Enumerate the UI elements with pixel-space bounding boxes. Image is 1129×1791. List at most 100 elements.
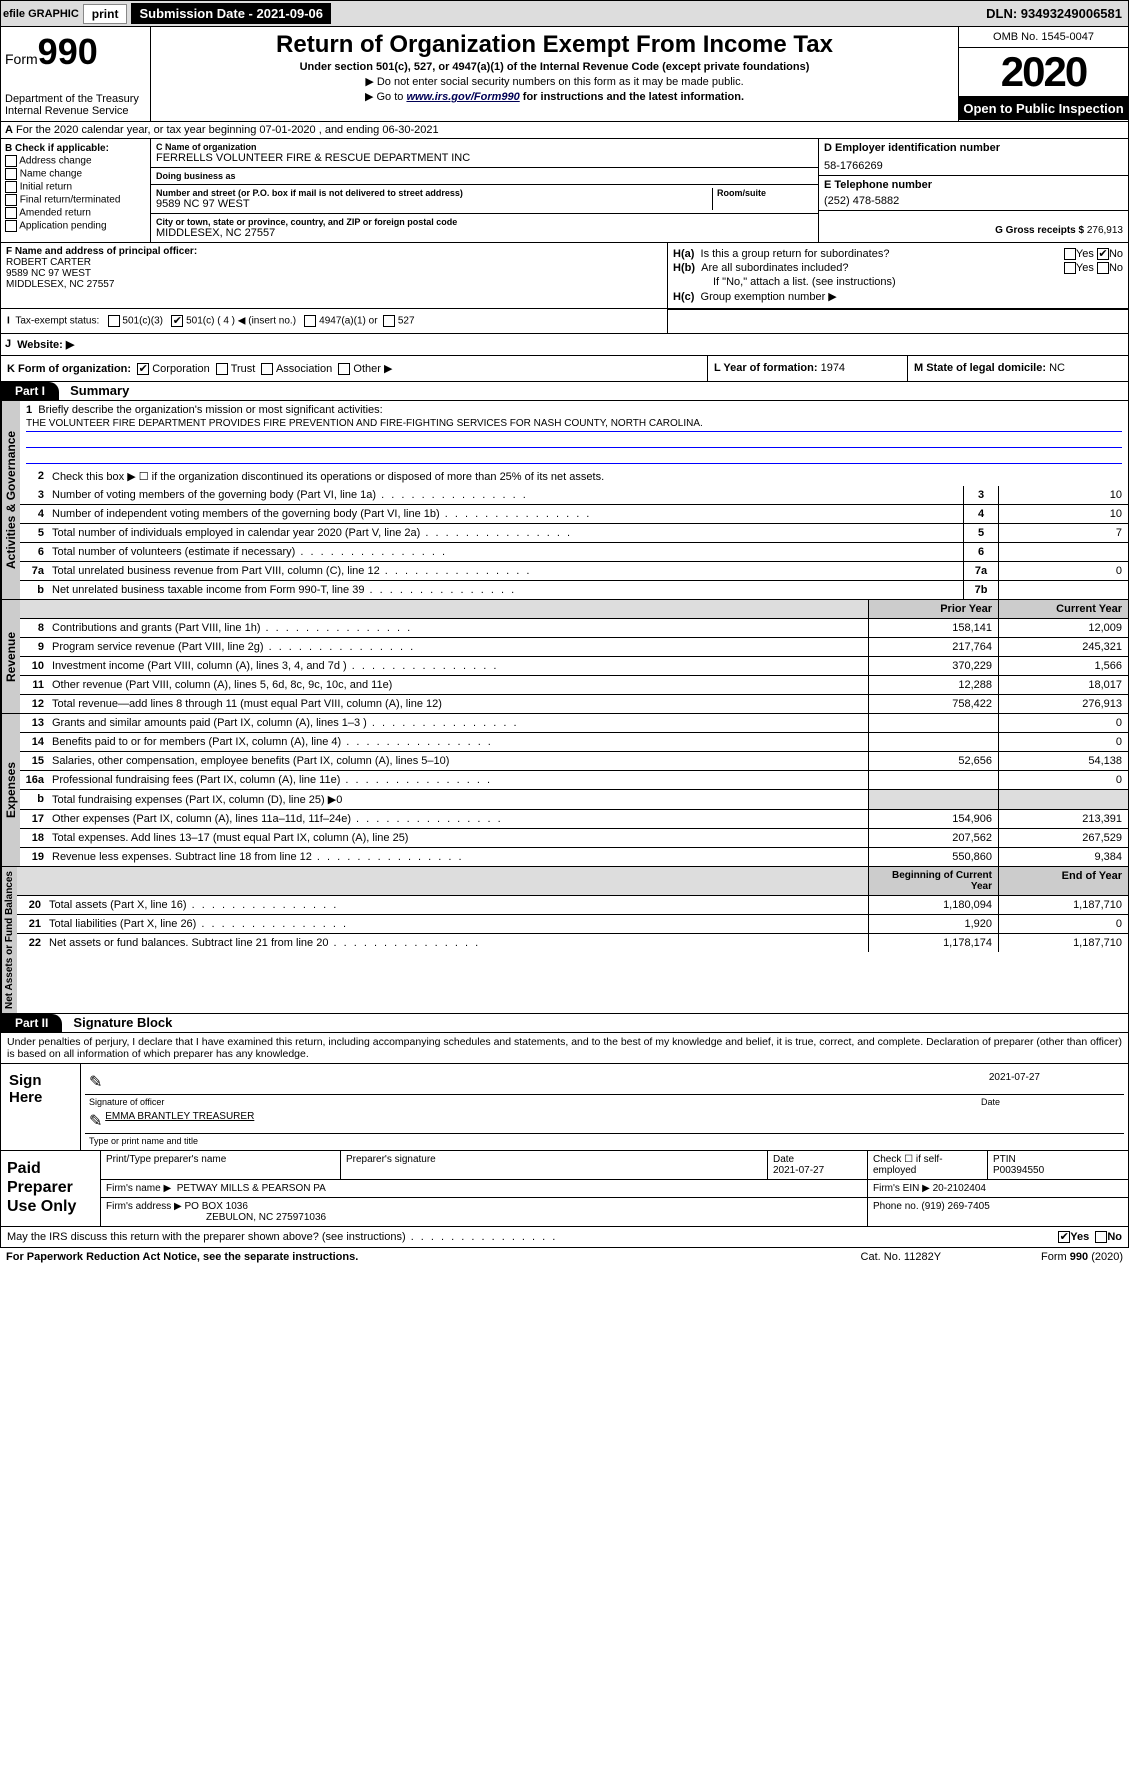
line-a: A For the 2020 calendar year, or tax yea…	[0, 122, 1129, 139]
v4: 10	[998, 505, 1128, 523]
c20: 1,187,710	[998, 896, 1128, 914]
website-label: Website: ▶	[17, 338, 74, 351]
chk-amended[interactable]: Amended return	[5, 207, 146, 219]
ein: 58-1766269	[824, 160, 1123, 172]
tax-year: 2020	[1001, 48, 1086, 95]
e-label: E Telephone number	[824, 179, 1123, 191]
section-expenses: Expenses 13Grants and similar amounts pa…	[0, 714, 1129, 867]
p10: 370,229	[868, 657, 998, 675]
part2-header: Part II Signature Block	[0, 1014, 1129, 1033]
p20: 1,180,094	[868, 896, 998, 914]
officer-signed: EMMA BRANTLEY TREASURER	[105, 1111, 254, 1131]
p9: 217,764	[868, 638, 998, 656]
p13	[868, 714, 998, 732]
h-a: H(a) Is this a group return for subordin…	[673, 248, 1123, 260]
ssn-note: ▶ Do not enter social security numbers o…	[155, 75, 954, 88]
h-b-note: If "No," attach a list. (see instruction…	[673, 276, 1123, 288]
chk-address[interactable]: Address change	[5, 155, 146, 167]
open-public: Open to Public Inspection	[959, 97, 1128, 120]
row-i: I Tax-exempt status: 501(c)(3) ✔ 501(c) …	[0, 309, 1129, 334]
section-revenue: Revenue Prior YearCurrent Year 8Contribu…	[0, 600, 1129, 714]
v5: 7	[998, 524, 1128, 542]
b-label: B Check if applicable:	[5, 143, 146, 154]
p17: 154,906	[868, 810, 998, 828]
c-name-label: C Name of organization	[156, 142, 813, 152]
p8: 158,141	[868, 619, 998, 637]
phone: (252) 478-5882	[824, 195, 1123, 207]
c22: 1,187,710	[998, 934, 1128, 952]
p18: 207,562	[868, 829, 998, 847]
city-label: City or town, state or province, country…	[156, 217, 813, 227]
row-f-h: F Name and address of principal officer:…	[0, 243, 1129, 309]
sidelabel-net: Net Assets or Fund Balances	[1, 867, 17, 1013]
chk-final[interactable]: Final return/terminated	[5, 194, 146, 206]
sidelabel-rev: Revenue	[1, 600, 20, 713]
form-title: Return of Organization Exempt From Incom…	[155, 31, 954, 59]
officer-name: ROBERT CARTER	[6, 257, 91, 268]
room-label: Room/suite	[717, 188, 813, 198]
firm-addr: PO BOX 1036	[185, 1201, 248, 1212]
dln: DLN: 93493249006581	[986, 6, 1122, 21]
chk-pending[interactable]: Application pending	[5, 220, 146, 232]
prep-date: 2021-07-27	[773, 1165, 824, 1176]
form-number: Form990	[5, 31, 146, 73]
f-label: F Name and address of principal officer:	[6, 246, 197, 257]
h-c: H(c) Group exemption number ▶	[673, 290, 1123, 303]
firm-addr2: ZEBULON, NC 275971036	[106, 1212, 326, 1223]
sidelabel-gov: Activities & Governance	[1, 401, 20, 599]
chk-name[interactable]: Name change	[5, 168, 146, 180]
street-address: 9589 NC 97 WEST	[156, 198, 712, 210]
c17: 213,391	[998, 810, 1128, 828]
sidelabel-exp: Expenses	[1, 714, 20, 866]
p22: 1,178,174	[868, 934, 998, 952]
ptin: P00394550	[993, 1165, 1044, 1176]
page-footer: For Paperwork Reduction Act Notice, see …	[0, 1248, 1129, 1266]
gross-receipts: 276,913	[1087, 225, 1123, 236]
c16a: 0	[998, 771, 1128, 789]
p16a	[868, 771, 998, 789]
c9: 245,321	[998, 638, 1128, 656]
p19: 550,860	[868, 848, 998, 866]
c15: 54,138	[998, 752, 1128, 770]
c12: 276,913	[998, 695, 1128, 713]
v7b	[998, 581, 1128, 599]
v6	[998, 543, 1128, 561]
irs-link[interactable]: www.irs.gov/Form990	[406, 91, 519, 103]
submission-date: Submission Date - 2021-09-06	[131, 3, 331, 24]
firm-name: PETWAY MILLS & PEARSON PA	[177, 1183, 326, 1194]
c18: 267,529	[998, 829, 1128, 847]
form-ref: Form 990 (2020)	[1041, 1251, 1123, 1263]
p21: 1,920	[868, 915, 998, 933]
org-name: FERRELLS VOLUNTEER FIRE & RESCUE DEPARTM…	[156, 152, 813, 164]
c13: 0	[998, 714, 1128, 732]
link-note: ▶ Go to www.irs.gov/Form990 for instruct…	[155, 90, 954, 103]
sign-here: Sign Here ✎2021-07-27 Signature of offic…	[0, 1064, 1129, 1151]
firm-phone: (919) 269-7405	[921, 1201, 989, 1212]
g-label: G Gross receipts $	[995, 225, 1084, 236]
form-subtitle: Under section 501(c), 527, or 4947(a)(1)…	[155, 61, 954, 73]
paid-preparer: Paid Preparer Use Only Print/Type prepar…	[0, 1151, 1129, 1227]
sign-date: 2021-07-27	[989, 1072, 1040, 1092]
d-label: D Employer identification number	[824, 142, 1123, 154]
officer-addr: 9589 NC 97 WEST	[6, 268, 91, 279]
city-state-zip: MIDDLESEX, NC 27557	[156, 227, 813, 239]
domicile: NC	[1049, 362, 1065, 374]
p12: 758,422	[868, 695, 998, 713]
chk-initial[interactable]: Initial return	[5, 181, 146, 193]
p15: 52,656	[868, 752, 998, 770]
omb-number: OMB No. 1545-0047	[959, 27, 1128, 48]
row-j: J Website: ▶	[0, 334, 1129, 356]
h-b: H(b) Are all subordinates included? Yes …	[673, 262, 1123, 274]
print-button[interactable]: print	[83, 4, 128, 24]
mission-text: THE VOLUNTEER FIRE DEPARTMENT PROVIDES F…	[26, 416, 1122, 432]
entity-info: B Check if applicable: Address change Na…	[0, 139, 1129, 243]
c14: 0	[998, 733, 1128, 751]
top-toolbar: efile GRAPHIC print Submission Date - 20…	[0, 0, 1129, 27]
addr-label: Number and street (or P.O. box if mail i…	[156, 188, 712, 198]
section-governance: Activities & Governance 1 Briefly descri…	[0, 401, 1129, 600]
efile-label: efile GRAPHIC	[3, 8, 79, 20]
officer-city: MIDDLESEX, NC 27557	[6, 279, 114, 290]
p14	[868, 733, 998, 751]
dba-label: Doing business as	[156, 171, 813, 181]
c21: 0	[998, 915, 1128, 933]
